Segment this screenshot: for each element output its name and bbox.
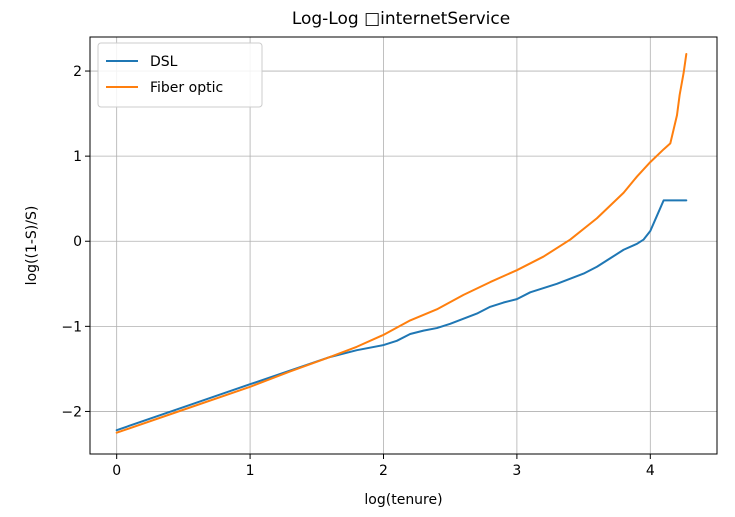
- y-tick-label: 1: [73, 149, 82, 165]
- chart-title: Log-Log □internetService: [292, 9, 510, 29]
- x-tick-label: 4: [646, 463, 655, 479]
- series-line-fiber-optic: [115, 53, 688, 434]
- legend-label: Fiber optic: [150, 80, 223, 96]
- series-line-dsl: [115, 199, 688, 432]
- y-tick-label: −2: [61, 404, 82, 420]
- legend-label: DSL: [150, 54, 178, 70]
- legend: DSL Fiber optic: [97, 42, 263, 108]
- y-axis-label: log((1-S)/S): [24, 206, 40, 286]
- grid: [90, 37, 717, 454]
- x-tick-label: 1: [246, 463, 255, 479]
- x-axis-label: log(tenure): [364, 492, 442, 508]
- x-tick-label: 0: [112, 463, 121, 479]
- ticks: 0 1 2 3 4 −2 −1 0 1 2: [61, 64, 654, 479]
- series-lines: [115, 53, 688, 434]
- plot-frame: [89, 36, 718, 455]
- legend-box: [97, 42, 263, 108]
- x-tick-label: 3: [512, 463, 521, 479]
- y-tick-label: −1: [61, 319, 82, 335]
- y-tick-label: 0: [73, 234, 82, 250]
- y-tick-label: 2: [73, 64, 82, 80]
- x-tick-label: 2: [379, 463, 388, 479]
